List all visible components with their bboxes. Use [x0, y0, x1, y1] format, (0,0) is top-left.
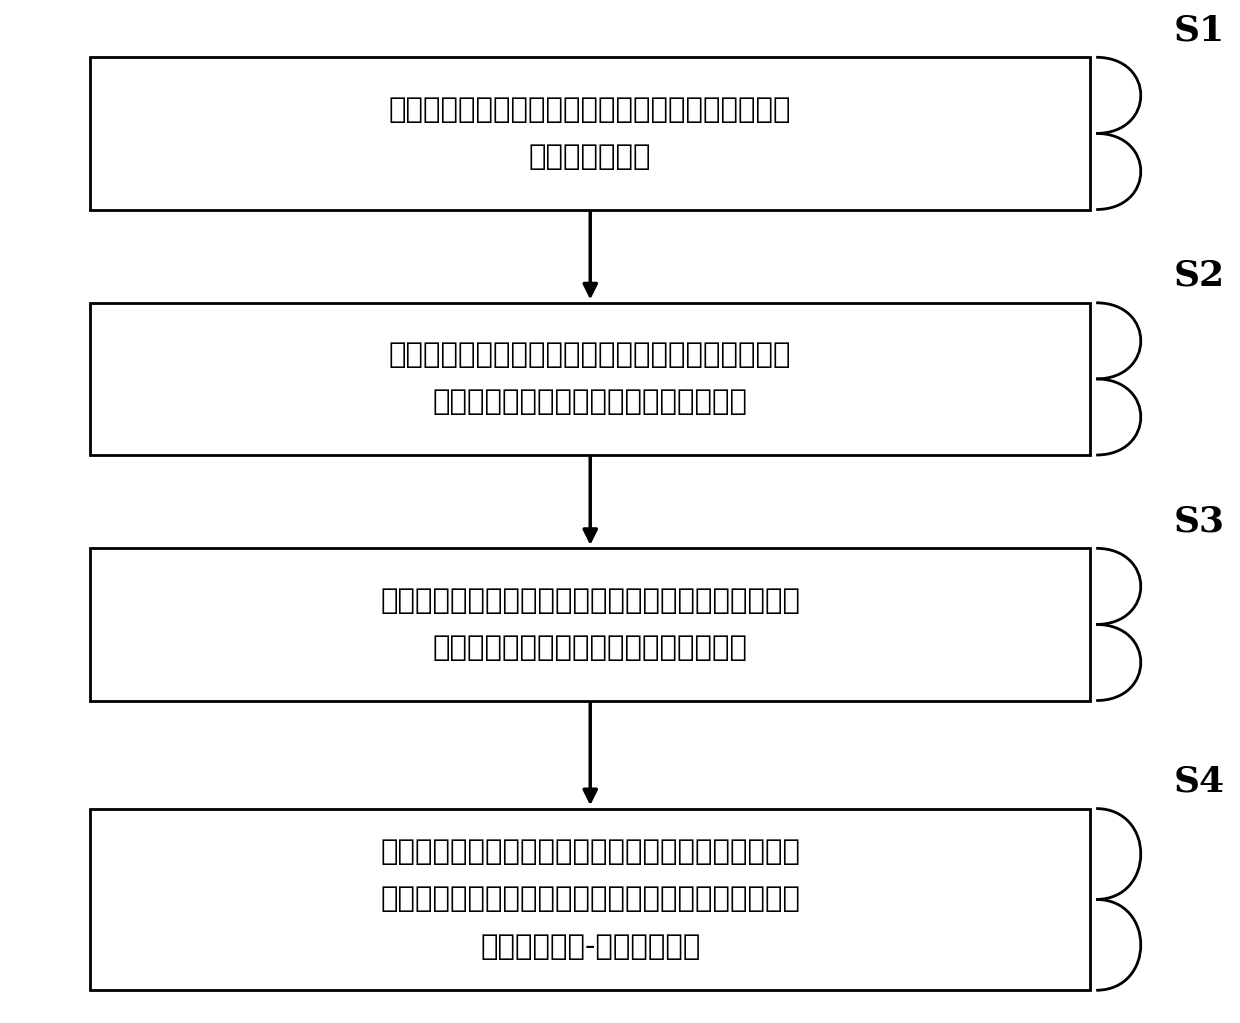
Text: 在混凝土梁结构的受力模型中，根据各热力学平面单元: 在混凝土梁结构的受力模型中，根据各热力学平面单元	[381, 838, 800, 866]
Text: 结构进行温度-变形耦合分析: 结构进行温度-变形耦合分析	[480, 933, 701, 961]
Bar	[91, 57, 1090, 210]
Text: 截面各热力学平面单元的虚拟线膨胀系数: 截面各热力学平面单元的虚拟线膨胀系数	[433, 634, 748, 662]
Text: S3: S3	[1173, 504, 1225, 538]
Bar	[91, 808, 1090, 990]
Text: 将桥梁及无砟轨道结构的截面划分为非线性温度场的: 将桥梁及无砟轨道结构的截面划分为非线性温度场的	[389, 96, 791, 124]
Text: 的虚拟线膨胀系数对第一温度荷载下的桥梁及无砟轨道: 的虚拟线膨胀系数对第一温度荷载下的桥梁及无砟轨道	[381, 886, 800, 914]
Text: S2: S2	[1173, 259, 1225, 293]
Bar	[91, 303, 1090, 455]
Text: 分析，得出各热力学平面单元的温度信息: 分析，得出各热力学平面单元的温度信息	[433, 389, 748, 416]
Text: 根据各热力学平面单元的温度信息计算第一温度荷载下: 根据各热力学平面单元的温度信息计算第一温度荷载下	[381, 587, 800, 615]
Text: S1: S1	[1173, 13, 1225, 47]
Text: 热力学平面单元: 热力学平面单元	[529, 143, 651, 171]
Text: S4: S4	[1173, 765, 1225, 799]
Text: 对截面施加相应的热流密度边界条件进行热力学仿真: 对截面施加相应的热流密度边界条件进行热力学仿真	[389, 342, 791, 369]
Bar	[91, 548, 1090, 701]
